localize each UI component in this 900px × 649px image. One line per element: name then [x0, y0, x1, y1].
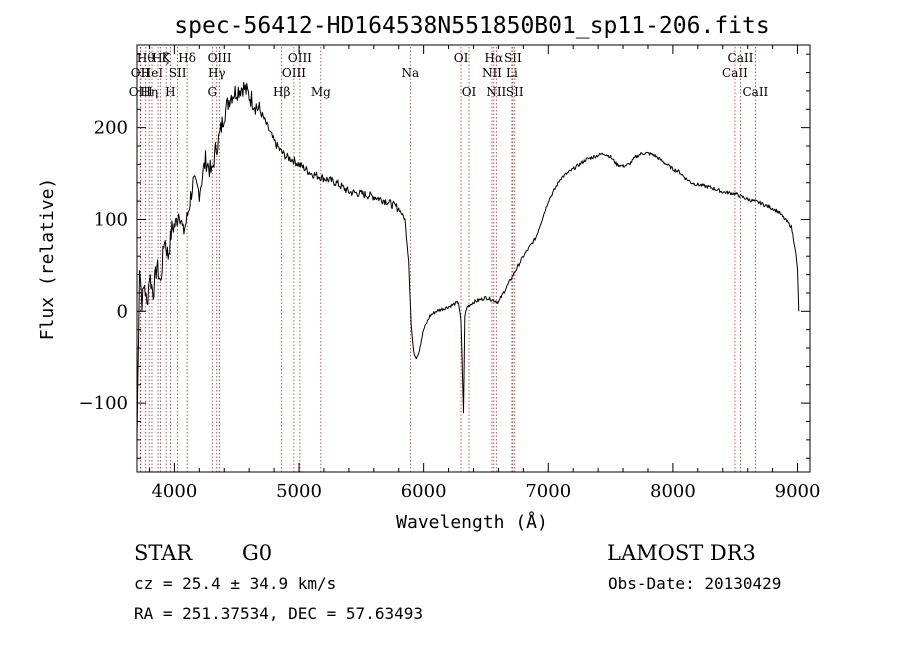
spectral-line-label: OIII [208, 51, 232, 65]
spectral-line-label: K [162, 51, 172, 65]
spectral-line-label: OIII [282, 66, 306, 80]
spectral-lines: OIIOIIIHθHηHeIHζKHSIIHδGHγOIIIHβOIIIOIII… [129, 47, 769, 472]
spectrum-series [136, 81, 800, 441]
spectral-line-label: Hζ [152, 51, 169, 65]
y-tick-label: −100 [79, 393, 128, 414]
spectral-line-label: Hα [485, 51, 504, 65]
y-axis-label: Flux (relative) [37, 178, 58, 341]
spectral-line-label: NII [482, 66, 502, 80]
spectral-line-label: CaII [722, 66, 748, 80]
y-tick-label: 100 [94, 209, 128, 230]
y-tick-label: 200 [94, 118, 128, 139]
spectral-line-label: Na [401, 66, 419, 80]
spectral-line-label: OIII [129, 85, 153, 99]
spectral-line-label: Hη [140, 85, 158, 99]
spectral-line-label: OIII [288, 51, 312, 65]
spectral-line-label: Hθ [137, 51, 155, 65]
object-subclass: G0 [242, 541, 272, 565]
axis-ticks: 4000 5000 6000 7000 8000 9000 −100 0 100 200 [79, 45, 821, 502]
spectral-line-label: OI [462, 85, 477, 99]
x-tick-label: 9000 [775, 481, 821, 502]
spectral-line-label: H [165, 85, 175, 99]
spectral-line-label: SII [169, 66, 187, 80]
spectrum-line [136, 81, 800, 441]
x-tick-label: 8000 [650, 481, 696, 502]
spectral-line-label: Hβ [273, 85, 290, 99]
plot-frame [136, 44, 811, 473]
spectral-line-label: NII [486, 85, 506, 99]
spectral-line-label: G [207, 85, 217, 99]
spectral-line-label: Mg [311, 85, 331, 99]
x-axis-label: Wavelength (Å) [396, 511, 548, 533]
x-tick-label: 6000 [401, 481, 447, 502]
y-tick-label: 0 [117, 301, 128, 322]
survey-release: LAMOST DR3 [607, 541, 756, 565]
spectral-line-label: SII [506, 85, 524, 99]
spectral-line-label: Li [506, 66, 518, 80]
object-class: STAR [134, 541, 193, 565]
chart-title: spec-56412-HD164538N551850B01_sp11-206.f… [174, 13, 769, 39]
x-tick-label: 7000 [525, 481, 571, 502]
redshift-velocity: cz = 25.4 ± 34.9 km/s [134, 574, 336, 593]
spectral-line-label: CaII [728, 51, 754, 65]
spectral-line-label: OI [454, 51, 469, 65]
sky-coordinates: RA = 251.37534, DEC = 57.63493 [134, 604, 423, 623]
observation-date: Obs-Date: 20130429 [608, 574, 781, 593]
spectral-line-label: CaII [742, 85, 768, 99]
spectral-line-label: SII [504, 51, 522, 65]
spectral-line-label: Hγ [208, 66, 226, 80]
spectral-line-label: Hδ [178, 51, 196, 65]
spectral-line-label: HeI [141, 66, 164, 80]
x-tick-label: 4000 [151, 481, 197, 502]
x-tick-label: 5000 [276, 481, 322, 502]
